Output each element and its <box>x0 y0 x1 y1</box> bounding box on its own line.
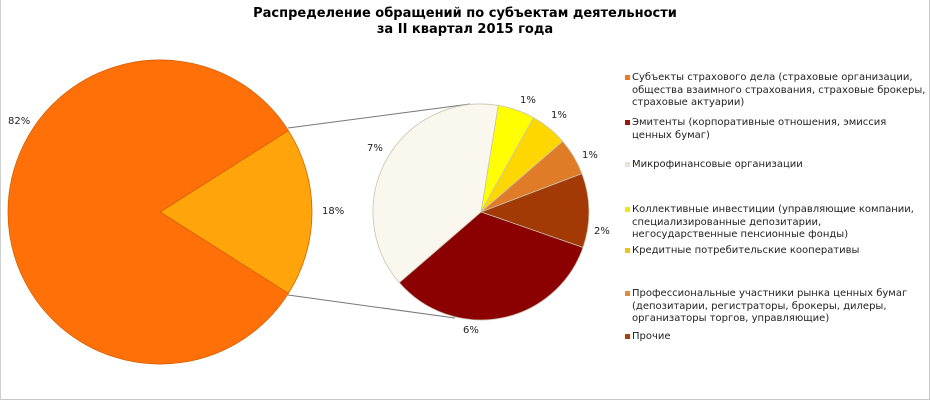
pie-slice <box>372 103 499 284</box>
legend-swatch-icon <box>625 207 630 212</box>
label-1-professional: 1% <box>582 150 598 161</box>
legend-label: Кредитные потребительские кооперативы <box>632 245 860 256</box>
label-1-credit: 1% <box>551 110 567 121</box>
legend-item-microfinance: Микрофинансовые организации <box>625 159 927 172</box>
pie-slice <box>159 129 313 295</box>
primary-pie <box>7 59 313 365</box>
pie-slice <box>479 173 590 248</box>
chart-title: Распределение обращений по субъектам дея… <box>200 6 730 38</box>
connector-line-bottom <box>287 294 456 319</box>
legend-label: Эмитенты (корпоративные отношения, эмисс… <box>632 117 887 141</box>
legend-swatch-icon <box>625 162 630 167</box>
label-7: 7% <box>367 143 383 154</box>
legend-swatch-icon <box>625 75 630 80</box>
legend-item-credit-cooperatives: Кредитные потребительские кооперативы <box>625 245 927 258</box>
legend-label: Профессиональные участники рынка ценных … <box>632 288 908 324</box>
legend-swatch-icon <box>625 120 630 125</box>
pie-slice <box>7 59 289 365</box>
legend-swatch-icon <box>625 291 630 296</box>
label-18: 18% <box>322 206 345 217</box>
legend-swatch-icon <box>625 248 630 253</box>
pie-slice <box>398 211 584 321</box>
label-2-other: 2% <box>594 226 610 237</box>
label-82: 82% <box>8 116 31 127</box>
legend-label: Прочие <box>632 331 671 342</box>
secondary-pie <box>372 103 590 321</box>
legend-item-emitents: Эмитенты (корпоративные отношения, эмисс… <box>625 117 927 142</box>
chart-title-line-2: за II квартал 2015 года <box>376 22 554 37</box>
chart-title-line-1: Распределение обращений по субъектам дея… <box>253 6 677 21</box>
legend-label: Микрофинансовые организации <box>632 159 803 170</box>
legend-item-collective-investments: Коллективные инвестиции (управляющие ком… <box>625 204 927 242</box>
legend-swatch-icon <box>625 334 630 339</box>
connector-line-top <box>287 103 471 129</box>
legend-item-insurance: Субъекты страхового дела (страховые орга… <box>625 72 927 110</box>
legend-item-other: Прочие <box>625 331 927 344</box>
legend-label: Субъекты страхового дела (страховые орга… <box>632 72 926 108</box>
legend-item-professional-participants: Профессиональные участники рынка ценных … <box>625 288 927 326</box>
label-6-emitents: 6% <box>463 325 479 336</box>
label-1-collective: 1% <box>520 95 536 106</box>
legend-label: Коллективные инвестиции (управляющие ком… <box>632 204 914 240</box>
